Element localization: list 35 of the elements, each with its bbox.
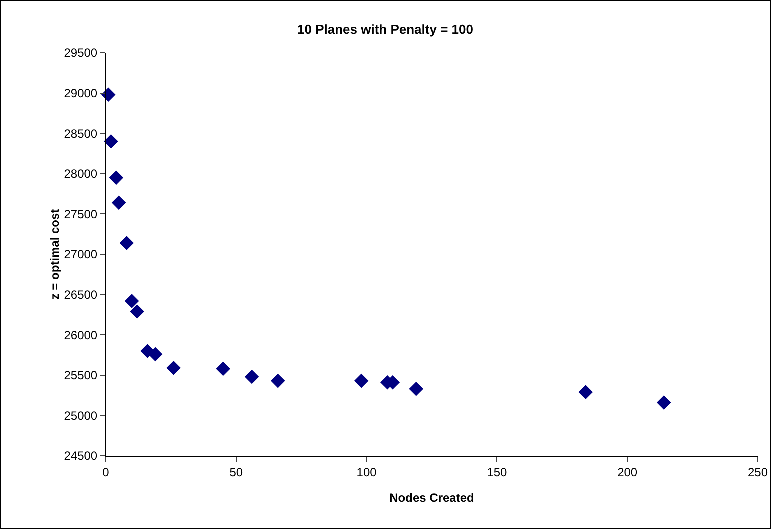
point — [409, 382, 424, 396]
point — [578, 385, 594, 400]
x-tick-label: 50 — [230, 465, 244, 480]
y-tick-label: 29000 — [64, 86, 98, 100]
y-tick-label: 27000 — [64, 248, 98, 262]
point — [120, 236, 134, 250]
point — [130, 304, 144, 319]
point — [354, 374, 369, 388]
y-tick-label: 26500 — [64, 288, 98, 302]
y-tick-label: 25000 — [64, 408, 98, 423]
y-tick-label: 28500 — [64, 126, 98, 141]
point — [124, 294, 140, 308]
x-tick-label: 0 — [102, 465, 110, 480]
y-tick-label: 24500 — [64, 449, 98, 464]
point — [166, 361, 181, 376]
y-tick-label: 28000 — [64, 167, 98, 182]
chart-title: 10 Planes with Penalty = 100 — [298, 22, 474, 37]
point — [109, 170, 124, 186]
x-tick-label: 150 — [487, 465, 508, 480]
y-tick-label: 26000 — [64, 328, 98, 342]
point — [104, 134, 118, 149]
point — [270, 374, 286, 388]
x-tick-label: 200 — [618, 465, 638, 480]
point — [148, 347, 163, 362]
point — [112, 196, 126, 210]
x-axis-title: Nodes Created — [390, 491, 474, 505]
x-tick-label: 100 — [356, 465, 378, 480]
y-axis-title: z = optimal cost — [48, 209, 62, 300]
point — [216, 362, 231, 376]
point — [656, 396, 672, 410]
x-tick-label: 250 — [748, 465, 768, 480]
point — [244, 370, 260, 384]
y-tick-label: 25500 — [64, 368, 98, 383]
y-tick-label: 27500 — [64, 207, 98, 222]
y-tick-label: 29500 — [64, 46, 98, 60]
